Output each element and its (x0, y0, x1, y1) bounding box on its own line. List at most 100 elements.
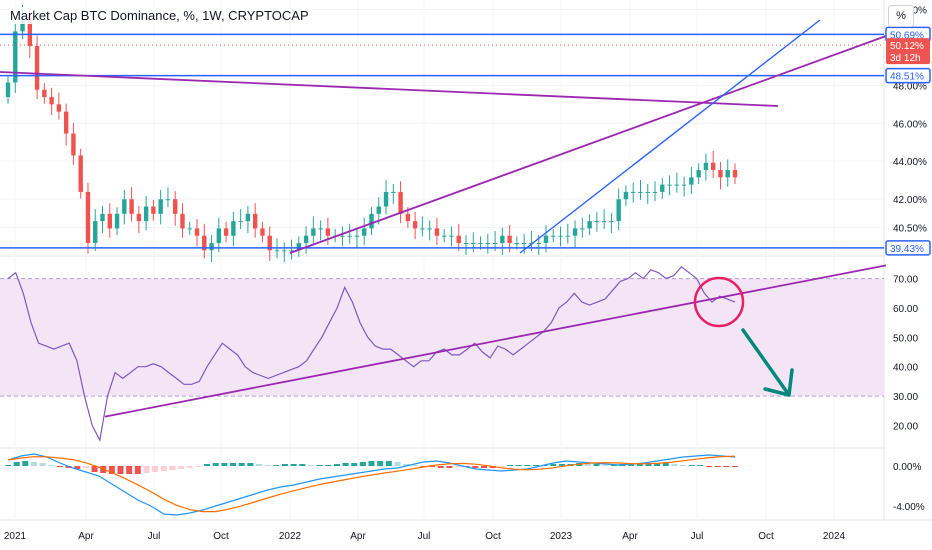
candle-body (689, 177, 694, 185)
macd-histogram-bar (30, 462, 37, 466)
macd-histogram-bar (22, 461, 29, 466)
rsi-band (0, 278, 884, 397)
macd-histogram-bar (437, 466, 444, 468)
candle-body (362, 228, 367, 236)
candle-body (71, 133, 76, 156)
candle-body (216, 228, 222, 244)
macd-histogram-bar (550, 464, 557, 466)
candle-body (289, 250, 294, 252)
candle-body (507, 235, 512, 244)
macd-histogram-bar (178, 466, 185, 469)
price-axis-label: 3d 12h (890, 53, 921, 64)
macd-histogram-bar (108, 466, 115, 474)
rsi-tick-label: 70.00 (893, 275, 918, 286)
candle-body (601, 221, 607, 223)
chart-title: Market Cap BTC Dominance, %, 1W, CRYPTOC… (8, 7, 311, 24)
macd-histogram-bar (723, 466, 730, 467)
price-label-bg (886, 38, 930, 53)
macd-histogram-bar (662, 463, 669, 466)
time-tick-label: Jul (148, 531, 161, 542)
candle-body (543, 235, 549, 244)
candle-body (311, 228, 316, 236)
candle-body (500, 235, 505, 244)
time-tick-label: Oct (485, 531, 501, 542)
candle-body (63, 111, 69, 134)
resistance-trendline (0, 71, 779, 107)
percent-scale-button[interactable]: % (888, 5, 914, 27)
candle-body (114, 213, 120, 229)
rsi-pane (0, 264, 887, 442)
macd-histogram-bar (273, 465, 280, 466)
macd-histogram-bar (472, 466, 479, 468)
candle-body (318, 228, 323, 230)
macd-histogram-bar (342, 463, 349, 466)
macd-histogram-bar (221, 463, 228, 466)
macd-histogram-bar (39, 463, 46, 466)
candle-body (158, 199, 163, 214)
rsi-trendline (104, 264, 887, 418)
candle-body (5, 82, 11, 98)
macd-histogram-bar (654, 463, 661, 466)
candle-body (100, 213, 105, 222)
macd-histogram-bar (732, 466, 738, 467)
candle-body (223, 228, 229, 236)
macd-histogram-bar (230, 463, 237, 466)
macd-histogram-bar (524, 465, 531, 466)
candle-body (143, 206, 149, 222)
price-axis-label: 50.12% (890, 41, 924, 52)
macd-histogram-bar (264, 465, 271, 466)
candle-body (369, 213, 374, 229)
candle-body (78, 155, 83, 192)
macd-histogram-bar (697, 465, 704, 466)
candle-body (42, 89, 47, 98)
macd-histogram-bar (610, 465, 617, 466)
macd-histogram-bar (688, 465, 695, 466)
macd-histogram-bar (636, 464, 643, 466)
axes: 52.00%48.00%46.00%44.00%42.00%40.50%50.6… (4, 5, 931, 542)
macd-histogram-bar (290, 464, 297, 466)
macd-histogram-bar (65, 466, 72, 468)
macd-histogram-bar (82, 466, 89, 468)
price-tick-label: 48.00% (893, 81, 927, 92)
candle-body (449, 235, 454, 237)
price-label-bg (885, 240, 931, 256)
macd-histogram-bar (74, 466, 81, 469)
macd-histogram-bar (411, 465, 418, 466)
candle-body (478, 243, 483, 245)
candle-body (325, 228, 331, 236)
candle-body (136, 213, 142, 222)
rsi-tick-label: 50.00 (893, 333, 918, 344)
macd-histogram-bar (593, 464, 600, 466)
macd-histogram-bar (134, 466, 141, 474)
macd-histogram-bar (680, 465, 687, 466)
candle-body (660, 184, 665, 192)
price-tick-label: 42.00% (893, 195, 927, 206)
macd-histogram-bar (628, 464, 635, 466)
price-tick-label: 40.50% (893, 224, 927, 235)
time-tick-label: 2024 (823, 531, 846, 542)
macd-histogram-bar (481, 466, 488, 468)
candle-body (463, 243, 469, 245)
time-tick-label: Apr (78, 531, 94, 542)
rsi-line (7, 265, 736, 442)
macd-histogram-bar (186, 466, 193, 468)
rising-trendline (289, 35, 887, 254)
candle-body (456, 235, 461, 244)
candle-body (514, 243, 520, 245)
macd-histogram-bar (645, 463, 652, 466)
candle-body (282, 250, 287, 252)
macd-histogram-bar (377, 461, 384, 466)
candle-body (383, 191, 389, 207)
macd-histogram-bar (671, 464, 678, 466)
macd-histogram-bar (152, 466, 159, 472)
macd-histogram-bar (117, 466, 124, 474)
macd-histogram-bar (351, 463, 358, 466)
candle-body (471, 243, 476, 245)
time-tick-label: Apr (350, 531, 366, 542)
time-tick-label: 2022 (279, 531, 302, 542)
candle-body (412, 221, 418, 229)
macd-histogram-bar (169, 466, 176, 470)
macd-histogram-bar (584, 464, 591, 466)
candle-body (93, 221, 98, 244)
